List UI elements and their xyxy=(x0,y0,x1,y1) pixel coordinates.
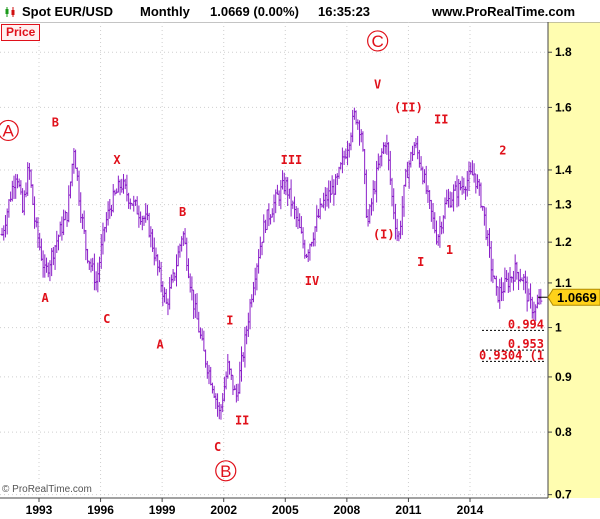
target-label: 0.994 xyxy=(508,317,544,331)
y-tick-label: 1.2 xyxy=(555,235,572,249)
price-axis-ticks: 0.7 0.8 0.9 1 1.1 1.2 1.3 1.4 1.6 1.8 xyxy=(548,45,572,502)
last-price-marker: 1.0669 xyxy=(538,288,600,306)
wave-label: B xyxy=(220,462,231,481)
wave-label: 1 xyxy=(446,243,453,257)
wave-label: II xyxy=(434,112,448,126)
price-axis-background xyxy=(548,22,600,498)
wave-label: I xyxy=(226,314,233,328)
wave-label: I xyxy=(417,255,424,269)
y-tick-label: 0.8 xyxy=(555,425,572,439)
wave-label: C xyxy=(214,440,221,454)
x-tick-label: 2014 xyxy=(457,503,484,517)
copyright-footer: © ProRealTime.com xyxy=(2,484,92,495)
chart-type-icon xyxy=(4,5,16,17)
quote-label: 1.0669 (0.00%) xyxy=(210,4,299,19)
wave-label-circle xyxy=(0,119,19,142)
y-tick-label: 0.7 xyxy=(555,488,572,502)
last-price-label: 1.0669 xyxy=(557,290,597,305)
wave-label: B xyxy=(52,115,59,129)
x-tick-label: 2008 xyxy=(334,503,361,517)
x-tick-label: 1993 xyxy=(26,503,53,517)
time-label: 16:35:23 xyxy=(318,4,371,19)
x-tick-label: 2011 xyxy=(395,503,421,517)
wave-label: III xyxy=(281,153,303,167)
grid-lines xyxy=(0,22,548,498)
y-tick-label: 1.8 xyxy=(555,45,572,59)
site-label[interactable]: www.ProRealTime.com xyxy=(432,4,576,19)
time-axis-ticks: 1993 1996 1999 2002 2005 2008 2011 2014 xyxy=(26,498,484,517)
target-label: 0.9304 (1 xyxy=(479,348,544,362)
wave-label: II xyxy=(235,414,249,428)
wave-label: (II) xyxy=(394,100,423,114)
y-tick-label: 1.4 xyxy=(555,163,572,177)
period-label[interactable]: Monthly xyxy=(140,4,190,19)
wave-label: X xyxy=(113,153,121,167)
wave-label: 2 xyxy=(499,143,506,157)
wave-label-circle xyxy=(215,460,237,482)
wave-label: A xyxy=(42,291,50,305)
wave-label: IV xyxy=(305,274,319,288)
price-panel-label: Price xyxy=(1,24,41,41)
wave-label: C xyxy=(372,32,384,51)
x-tick-label: 1996 xyxy=(87,503,114,517)
wave-label: A xyxy=(3,121,15,140)
y-tick-label: 1.1 xyxy=(555,276,572,290)
wave-label: A xyxy=(156,337,164,351)
wave-label: (I) xyxy=(373,227,395,241)
instrument-name: Spot EUR/USD xyxy=(22,4,113,19)
x-tick-label: 2005 xyxy=(272,503,299,517)
wave-label: B xyxy=(179,205,186,219)
y-tick-label: 1.6 xyxy=(555,100,572,114)
last-price-box xyxy=(547,288,600,306)
x-tick-label: 1999 xyxy=(149,503,176,517)
time-axis-background xyxy=(0,498,548,519)
wave-label: C xyxy=(103,312,110,326)
ohlc-bars xyxy=(0,107,543,420)
wave-label-circle xyxy=(367,30,389,52)
y-tick-label: 0.9 xyxy=(555,370,572,384)
target-label: 0.953 xyxy=(508,337,544,351)
x-tick-label: 2002 xyxy=(210,503,237,517)
wave-label: V xyxy=(374,78,381,92)
chart-header: Spot EUR/USD Monthly 1.0669 (0.00%) 16:3… xyxy=(0,0,600,22)
y-tick-label: 1 xyxy=(555,321,562,335)
y-tick-label: 1.3 xyxy=(555,198,572,212)
